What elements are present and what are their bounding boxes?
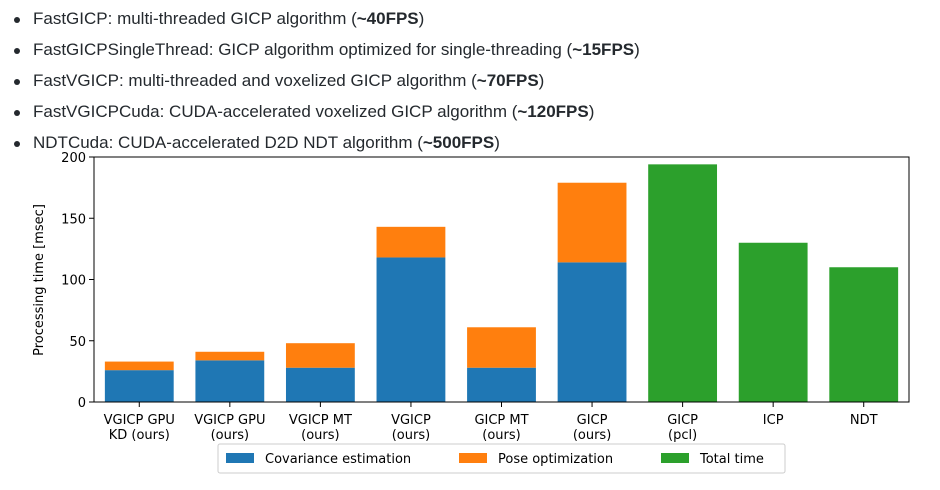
x-tick-label: VGICP GPU [194,413,265,428]
bullet-icon [14,141,20,147]
bar-covariance-estimation [195,360,265,402]
closing-paren: ) [418,9,425,28]
algorithm-name: FastGICP [33,9,108,28]
algorithm-description: : CUDA-accelerated voxelized GICP algori… [159,102,518,121]
y-tick-label: 0 [78,396,86,411]
x-tick-label: (ours) [482,428,520,443]
bar-covariance-estimation [376,257,446,402]
bar-total-time [738,242,808,402]
closing-paren: ) [588,102,595,121]
legend-swatch [226,453,254,463]
x-tick-label: (pcl) [668,428,697,443]
bar-pose-optimization [376,226,446,258]
chart-bars [104,164,899,402]
legend-label: Covariance estimation [265,452,411,467]
bullet-icon [14,110,20,116]
chart-legend: Covariance estimation Pose optimization To… [217,443,786,474]
legend-label: Pose optimization [498,452,613,467]
bar-pose-optimization [467,327,536,368]
bullet-icon [14,48,20,54]
closing-paren: ) [634,40,640,59]
fps-value: ~70FPS [476,71,539,90]
bullet-icon [14,17,20,23]
legend-frame [217,443,786,474]
x-tick-label: GICP MT [474,413,528,428]
x-tick-label: (ours) [301,428,339,443]
closing-paren: ) [494,133,500,152]
fps-value: ~40FPS [356,9,419,28]
fps-value: ~500FPS [422,133,495,152]
fps-value: ~15FPS [572,40,635,59]
y-tick-label: 200 [61,151,86,166]
chart-ticks: 0 50 100 150 200 [61,151,94,411]
x-tick-label: GICP [577,413,608,428]
bar-covariance-estimation [467,367,536,402]
x-tick-label: NDT [850,413,878,428]
bar-pose-optimization [285,343,355,368]
legend-swatch [661,453,689,463]
bar-covariance-estimation [104,370,174,402]
algorithm-name: FastGICPSingleThread [33,40,209,59]
legend-label: Total time [699,452,764,467]
algorithm-description: : multi-threaded GICP algorithm ( [107,9,357,28]
y-tick-label: 100 [61,274,86,289]
y-axis-label: Processing time [msec] [32,204,47,356]
bar-pose-optimization [195,351,265,361]
x-tick-label: KD (ours) [109,428,170,443]
x-tick-label: (ours) [211,428,249,443]
bar-pose-optimization [557,182,627,263]
bar-total-time [648,164,718,402]
x-tick-label: (ours) [573,428,611,443]
x-tick-label: VGICP MT [289,413,352,428]
algorithm-name: FastVGICP [33,71,119,90]
x-tick-label: (ours) [392,428,430,443]
y-tick-label: 150 [61,212,86,227]
x-tick-label: VGICP GPU [104,413,175,428]
algorithm-description: : GICP algorithm optimized for single-th… [208,40,573,59]
y-tick-label: 50 [69,335,86,350]
fps-value: ~120FPS [517,102,589,121]
algorithm-description: : multi-threaded and voxelized GICP algo… [118,71,477,90]
x-tick-label: VGICP [391,413,431,428]
bar-total-time [829,267,899,402]
algorithm-name: NDTCuda [33,133,109,152]
x-tick-label: GICP [667,413,698,428]
bullet-icon [14,79,20,85]
bar-pose-optimization [104,361,174,371]
x-tick-label: ICP [763,413,784,428]
legend-swatch [459,453,487,463]
algorithm-description: : CUDA-accelerated D2D NDT algorithm ( [108,133,423,152]
algorithm-name: FastVGICPCuda [33,102,160,121]
bar-covariance-estimation [285,367,355,402]
bar-covariance-estimation [557,262,627,402]
closing-paren: ) [538,71,545,90]
